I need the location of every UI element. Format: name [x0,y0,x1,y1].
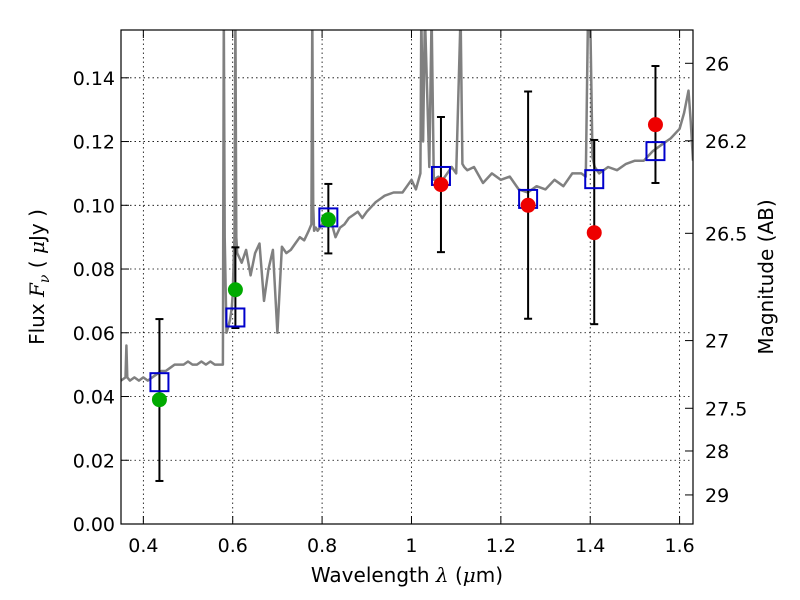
x-tick-label: 0.4 [128,535,158,557]
synthetic-flux-square [225,307,246,328]
y-tick-label: 0.04 [73,387,115,409]
x-tick-label: 1.6 [664,535,694,557]
x-tick-label: 1.2 [486,535,516,557]
y-tick-label: 0.10 [73,195,115,217]
x-tick-label: 1 [405,535,417,557]
y-axis-title: Flux Fν ( μJy ) [25,209,53,345]
synthetic-flux-square [149,372,170,393]
observed-flux-point-green [320,212,336,228]
x-axis-title: Wavelength λ (μm) [311,563,503,587]
magnitude-tick-label: 26 [705,53,729,75]
x-tick-label: 0.6 [218,535,248,557]
magnitude-tick-label: 26.2 [705,131,747,153]
x-tick-label: 1.4 [575,535,605,557]
x-tick-label: 0.8 [307,535,337,557]
observed-flux-point-red [586,225,602,241]
observed-flux-point-green [227,282,243,298]
y2-axis-title: Magnitude (AB) [754,199,778,354]
magnitude-tick-label: 29 [705,485,729,507]
magnitude-tick-label: 28 [705,441,729,463]
magnitude-tick-label: 26.5 [705,223,747,245]
magnitude-tick-label: 27 [705,331,729,353]
y-tick-label: 0.02 [73,450,115,472]
synthetic-photometry-squares [149,141,666,393]
synthetic-flux-square [584,169,605,190]
observed-flux-point-red [647,117,663,133]
model-spectrum-line [121,30,693,382]
x-axis-ticks: 0.4 0.6 0.8 1 1.2 1.4 1.6 [128,30,695,557]
error-bars [155,65,660,482]
y-tick-label: 0.08 [73,259,115,281]
observed-flux-point-red [433,177,449,193]
magnitude-axis-ticks: 26 26.2 26.5 27 27.5 28 29 [685,53,747,507]
y-tick-label: 0.00 [73,514,115,536]
y-tick-label: 0.06 [73,323,115,345]
y-axis-ticks: 0.00 0.02 0.04 0.06 0.08 0.10 0.12 0.14 [73,68,129,536]
observed-flux-point-red [520,197,536,213]
grid-lines [121,30,693,525]
magnitude-tick-label: 27.5 [705,398,747,420]
synthetic-flux-square [645,141,666,162]
observed-flux-point-green [151,392,167,408]
y-tick-label: 0.14 [73,68,115,90]
plot-frame [120,29,694,525]
y-tick-label: 0.12 [73,132,115,154]
observed-photometry-points [151,117,663,408]
